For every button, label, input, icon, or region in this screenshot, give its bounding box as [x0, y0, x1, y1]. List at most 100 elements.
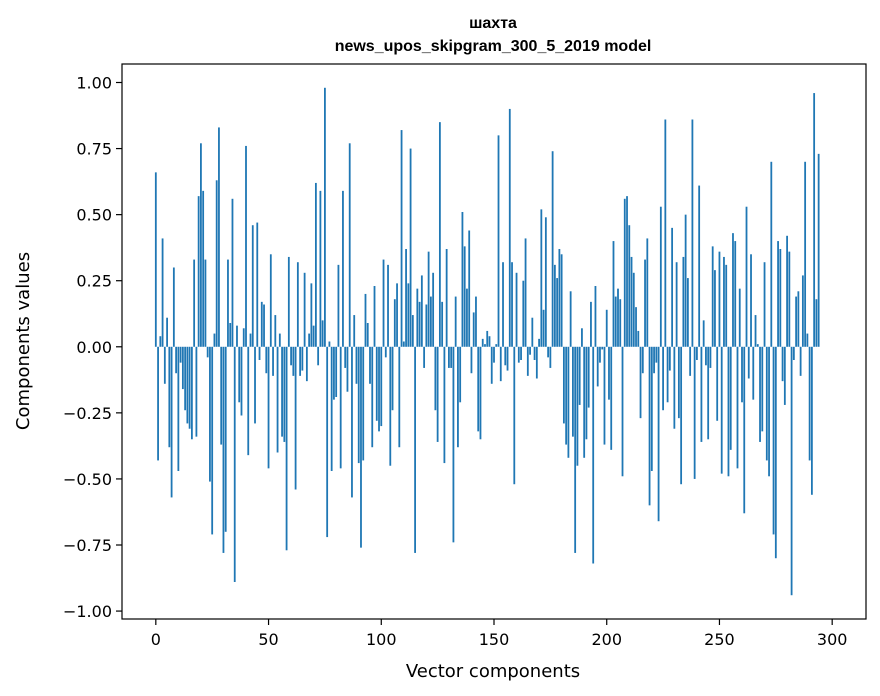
- bar-255: [729, 346, 732, 450]
- bar-110: [402, 341, 405, 347]
- bar-117: [418, 301, 421, 347]
- y-tick-label: 1.00: [76, 74, 112, 93]
- bar-64: [299, 346, 302, 376]
- bar-251: [720, 346, 723, 474]
- bar-211: [630, 256, 633, 347]
- bar-51: [269, 254, 272, 347]
- bar-244: [705, 346, 707, 366]
- bar-158: [511, 262, 513, 347]
- bar-4: [163, 346, 166, 384]
- bar-219: [648, 346, 651, 506]
- bar-3: [161, 238, 164, 347]
- bar-215: [639, 346, 642, 419]
- bar-187: [576, 346, 579, 466]
- x-tick-label: 300: [817, 630, 848, 649]
- bar-232: [677, 346, 680, 419]
- bar-136: [461, 212, 464, 347]
- bar-69: [310, 283, 313, 347]
- bar-70: [312, 325, 315, 347]
- bar-177: [553, 264, 556, 347]
- bar-173: [544, 217, 547, 347]
- bar-223: [657, 346, 660, 522]
- bar-181: [562, 346, 565, 424]
- bar-34: [231, 198, 234, 347]
- bar-49: [265, 346, 268, 374]
- bar-96: [371, 346, 374, 448]
- bar-23: [206, 346, 209, 358]
- bar-248: [714, 270, 716, 347]
- bar-143: [477, 346, 480, 432]
- bar-134: [457, 346, 459, 448]
- bar-0: [154, 172, 157, 347]
- bar-59: [287, 256, 290, 347]
- bar-107: [396, 283, 398, 347]
- bar-148: [488, 336, 491, 347]
- bar-14: [186, 346, 189, 424]
- bar-280: [786, 235, 788, 347]
- bar-19: [197, 196, 200, 347]
- bar-90: [357, 346, 360, 464]
- bar-60: [290, 346, 292, 366]
- bar-93: [364, 293, 367, 347]
- bar-21: [202, 190, 205, 347]
- x-tick-label: 200: [591, 630, 622, 649]
- bar-63: [296, 262, 299, 347]
- bar-209: [626, 196, 628, 347]
- bar-124: [434, 346, 437, 411]
- bar-262: [745, 206, 748, 347]
- bar-46: [258, 346, 261, 360]
- bar-28: [218, 127, 220, 347]
- bar-235: [684, 214, 687, 347]
- bar-227: [666, 346, 669, 403]
- bar-161: [517, 346, 520, 363]
- bar-39: [242, 328, 245, 347]
- bar-239: [693, 346, 696, 479]
- bar-10: [177, 346, 180, 471]
- bar-263: [747, 346, 750, 379]
- bar-210: [628, 225, 631, 347]
- bar-191: [585, 346, 588, 440]
- bar-53: [274, 315, 277, 347]
- bar-220: [650, 346, 653, 471]
- bar-230: [673, 346, 676, 429]
- bar-203: [612, 241, 615, 347]
- bar-204: [614, 296, 617, 347]
- bar-153: [499, 346, 502, 382]
- bar-2: [159, 336, 162, 347]
- bar-214: [637, 330, 640, 347]
- bar-184: [569, 291, 572, 347]
- bar-243: [702, 320, 705, 347]
- x-tick-label: 100: [366, 630, 397, 649]
- bar-87: [351, 346, 353, 498]
- bar-222: [655, 346, 658, 363]
- bar-229: [671, 227, 674, 347]
- bar-133: [454, 296, 457, 347]
- bar-147: [486, 330, 489, 347]
- bar-260: [741, 346, 743, 403]
- bar-267: [756, 344, 759, 347]
- bar-73: [319, 190, 322, 347]
- bar-162: [520, 346, 522, 360]
- bar-86: [348, 143, 351, 347]
- bar-40: [245, 145, 247, 347]
- bar-52: [272, 346, 274, 376]
- bar-279: [783, 346, 786, 405]
- bar-193: [590, 301, 592, 347]
- bar-77: [328, 341, 331, 347]
- bar-74: [321, 320, 324, 347]
- bar-224: [659, 206, 662, 347]
- bar-160: [515, 272, 518, 347]
- bar-249: [716, 346, 719, 421]
- bar-20: [200, 143, 202, 347]
- bar-91: [360, 346, 362, 548]
- bar-199: [603, 346, 606, 445]
- bar-122: [429, 296, 432, 347]
- x-tick-label: 250: [704, 630, 735, 649]
- bar-105: [391, 346, 394, 411]
- bar-114: [411, 315, 414, 347]
- bar-250: [718, 251, 721, 347]
- bar-178: [556, 278, 559, 347]
- bar-180: [560, 254, 563, 347]
- bar-13: [184, 346, 187, 411]
- bar-66: [303, 272, 306, 347]
